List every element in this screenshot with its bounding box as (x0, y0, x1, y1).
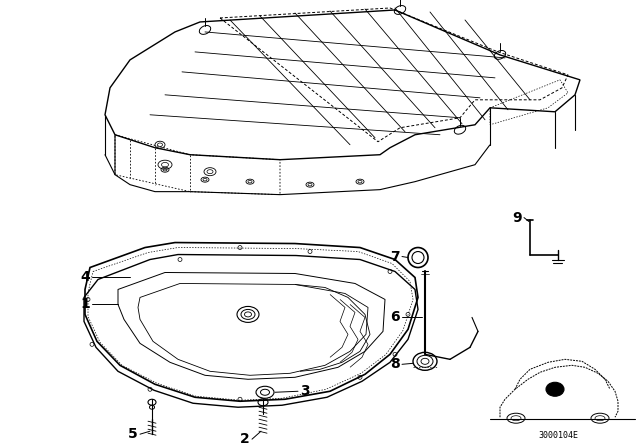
Text: 6: 6 (390, 310, 400, 324)
Text: 3: 3 (300, 384, 310, 398)
Text: 9: 9 (513, 211, 522, 224)
Text: 7: 7 (390, 250, 400, 263)
Text: 1: 1 (80, 297, 90, 311)
Text: 2: 2 (240, 432, 250, 446)
Text: 5: 5 (128, 427, 138, 441)
Text: 4: 4 (80, 271, 90, 284)
Ellipse shape (546, 382, 564, 396)
Text: 8: 8 (390, 358, 400, 371)
Text: 3000104E: 3000104E (538, 431, 578, 440)
Ellipse shape (413, 352, 437, 370)
